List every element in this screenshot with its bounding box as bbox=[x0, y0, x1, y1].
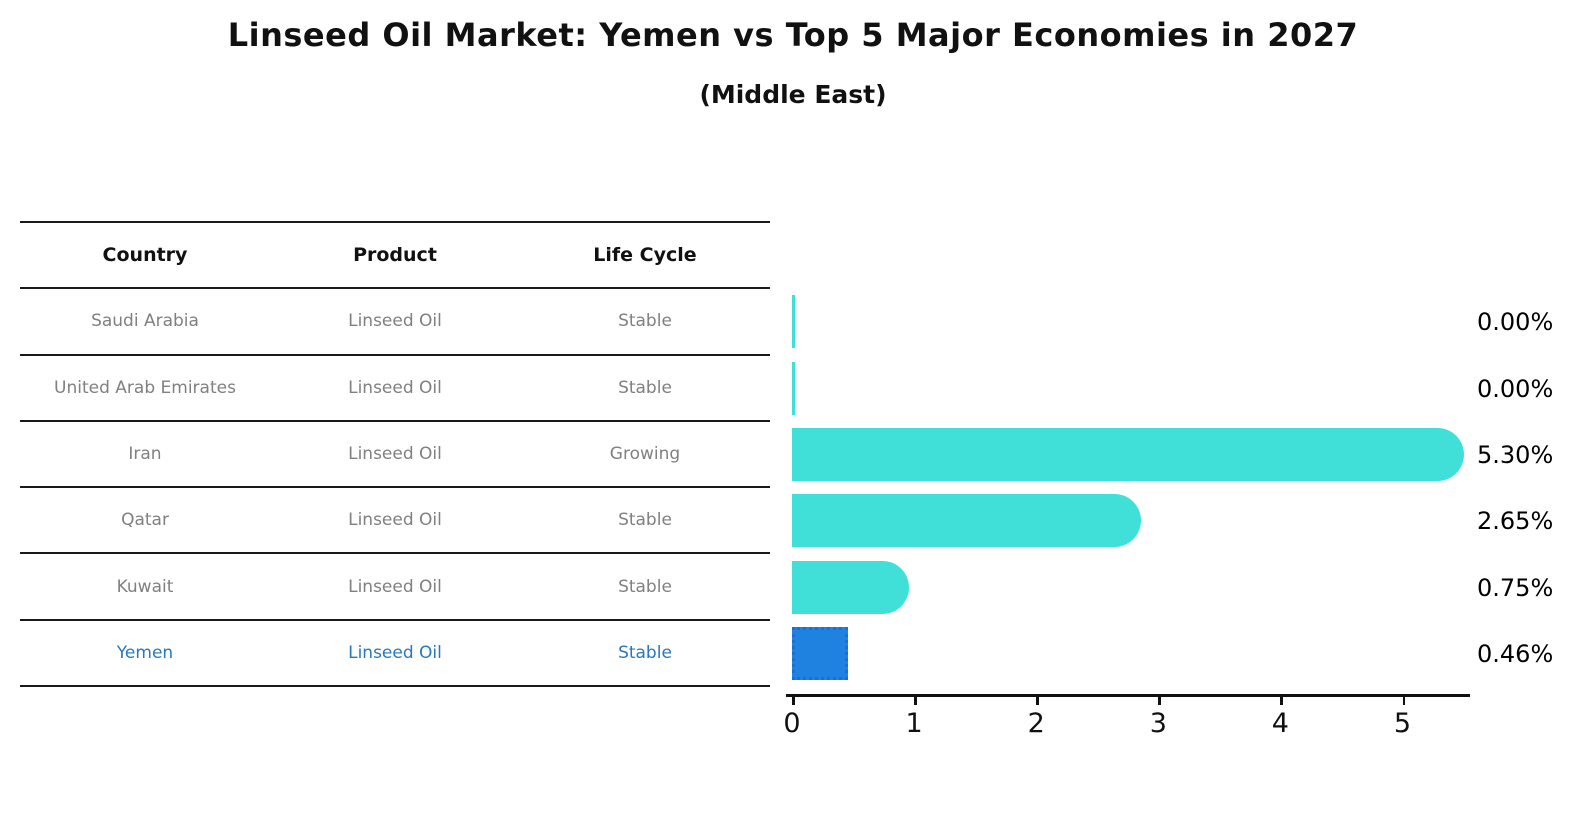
cell-life_cycle: Stable bbox=[618, 642, 672, 663]
x-axis-tick-label-3: 3 bbox=[1149, 708, 1167, 739]
cell-product: Linseed Oil bbox=[348, 377, 442, 398]
bar-united-arab-emirates bbox=[792, 361, 795, 415]
cell-country: Yemen bbox=[116, 642, 174, 663]
x-axis-tick-3 bbox=[1158, 697, 1161, 705]
x-axis-tick-label-1: 1 bbox=[905, 708, 923, 739]
country-table: Country Product Life Cycle Saudi Arabia L… bbox=[20, 221, 770, 688]
cell-life_cycle: Growing bbox=[609, 444, 681, 465]
cell-life_cycle: Stable bbox=[618, 377, 672, 398]
cell-product: Linseed Oil bbox=[348, 510, 442, 531]
cell-product: Linseed Oil bbox=[348, 444, 442, 465]
table-row-iran: Iran Linseed Oil Growing bbox=[20, 422, 770, 489]
table-row-united-arab-emirates: United Arab Emirates Linseed Oil Stable bbox=[20, 356, 770, 422]
cell-life_cycle: Stable bbox=[618, 510, 672, 531]
cell-product: Linseed Oil bbox=[348, 642, 442, 663]
x-axis-tick-label-4: 4 bbox=[1271, 708, 1289, 739]
cell-life_cycle: Stable bbox=[618, 311, 672, 332]
value-label-iran: 5.30% bbox=[1477, 441, 1554, 470]
value-label-united-arab-emirates: 0.00% bbox=[1477, 374, 1554, 403]
x-axis-tick-4 bbox=[1280, 697, 1283, 705]
table-header-life-cycle: Life Cycle bbox=[593, 244, 697, 267]
x-axis-tick-2 bbox=[1036, 697, 1039, 705]
x-axis-line bbox=[786, 694, 1470, 697]
x-axis-tick-label-2: 2 bbox=[1027, 708, 1045, 739]
bar-saudi-arabia bbox=[792, 295, 795, 349]
cell-product: Linseed Oil bbox=[348, 311, 442, 332]
bar-iran bbox=[792, 427, 1465, 481]
cell-country: United Arab Emirates bbox=[54, 377, 236, 398]
table-row-qatar: Qatar Linseed Oil Stable bbox=[20, 488, 770, 555]
table-body: Saudi Arabia Linseed Oil Stable United Arab… bbox=[20, 289, 770, 688]
value-label-saudi-arabia: 0.00% bbox=[1477, 308, 1554, 337]
bar-qatar bbox=[792, 494, 1141, 548]
bar-kuwait bbox=[792, 560, 909, 614]
x-axis-tick-label-0: 0 bbox=[783, 708, 801, 739]
cell-country: Kuwait bbox=[116, 576, 174, 597]
chart-subtitle: (Middle East) bbox=[699, 80, 887, 109]
cell-country: Iran bbox=[128, 444, 162, 465]
table-row-yemen: Yemen Linseed Oil Stable bbox=[20, 621, 770, 688]
x-axis-tick-0 bbox=[792, 697, 795, 705]
value-label-yemen: 0.46% bbox=[1477, 639, 1554, 668]
value-label-kuwait: 0.75% bbox=[1477, 573, 1554, 602]
cell-country: Qatar bbox=[121, 510, 169, 531]
cell-country: Saudi Arabia bbox=[91, 311, 199, 332]
x-axis-tick-1 bbox=[914, 697, 917, 705]
value-label-qatar: 2.65% bbox=[1477, 507, 1554, 536]
cell-life_cycle: Stable bbox=[618, 576, 672, 597]
table-header-row: Country Product Life Cycle bbox=[20, 223, 770, 290]
bar-yemen bbox=[792, 626, 849, 680]
chart-title: Linseed Oil Market: Yemen vs Top 5 Major… bbox=[227, 16, 1359, 54]
table-header-product: Product bbox=[353, 244, 437, 267]
table-header-country: Country bbox=[102, 244, 188, 267]
table-row-kuwait: Kuwait Linseed Oil Stable bbox=[20, 554, 770, 621]
cell-product: Linseed Oil bbox=[348, 576, 442, 597]
table-row-saudi-arabia: Saudi Arabia Linseed Oil Stable bbox=[20, 289, 770, 356]
x-axis-tick-label-5: 5 bbox=[1393, 708, 1412, 739]
x-axis-tick-5 bbox=[1402, 697, 1405, 705]
